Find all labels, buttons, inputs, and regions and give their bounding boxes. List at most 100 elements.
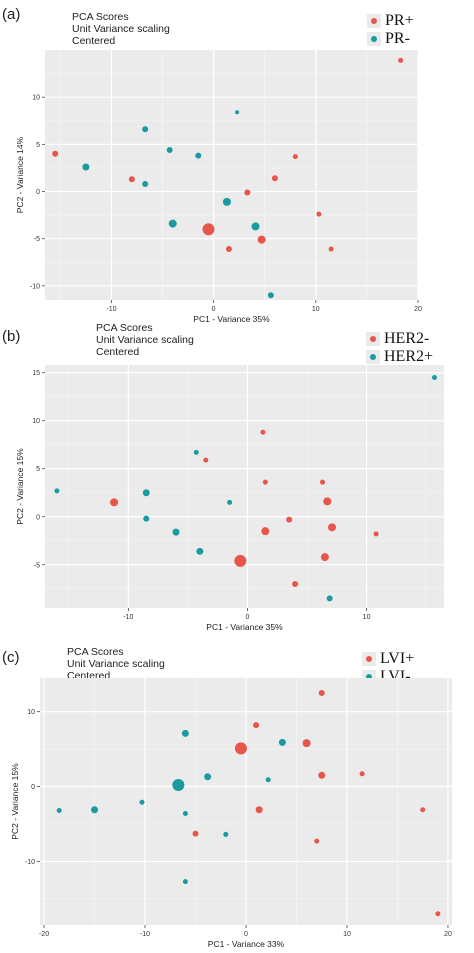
legend: HER2- HER2+ (366, 330, 433, 366)
legend-marker (370, 354, 376, 360)
subtitle-line: Unit Variance scaling (67, 658, 165, 670)
data-point (166, 147, 173, 153)
x-tick-label: 0 (212, 306, 216, 313)
y-tick-label: 5 (36, 466, 40, 473)
plot-background (45, 365, 444, 608)
subtitle-line: PCA Scores (67, 646, 124, 658)
y-tick-label: -5 (34, 236, 40, 243)
data-point (91, 806, 99, 814)
panel-c: (c) PCA Scores Unit Variance scaling Cen… (0, 640, 474, 953)
legend-item: HER2+ (366, 348, 433, 366)
data-point (222, 197, 231, 206)
data-point (56, 807, 62, 813)
data-point (193, 449, 199, 455)
panel-a: (a) PCA Scores Unit Variance scaling Cen… (0, 0, 474, 324)
data-point (435, 911, 441, 917)
y-tick-label: 0 (36, 189, 40, 196)
x-tick-label: 10 (363, 614, 371, 621)
data-point (292, 580, 299, 587)
scatter-chart-a: -10 0 10 20 -10 -5 0 5 10 PC1 - Variance 35% PC2 -… (15, 50, 422, 324)
data-point (139, 799, 145, 805)
panel-label: (c) (2, 649, 20, 666)
data-point (318, 689, 325, 696)
data-point (257, 235, 266, 244)
scatter-chart-b: -10 0 10 -5 0 5 10 15 PC1 - Variance 35% PC2 - Va… (15, 365, 444, 632)
legend: PR+ PR- (367, 12, 414, 48)
legend-item: HER2- (366, 330, 433, 348)
data-point (328, 246, 334, 252)
y-tick-label: 15 (32, 370, 40, 377)
data-point (278, 738, 286, 746)
legend-dot-icon (367, 14, 381, 28)
data-point (255, 806, 263, 814)
data-point (420, 807, 426, 813)
legend-marker (371, 18, 377, 24)
x-tick-label: -10 (140, 931, 150, 938)
data-point (286, 516, 293, 523)
data-point (182, 810, 188, 816)
legend-dot-icon (366, 350, 380, 364)
panel-label: (a) (2, 6, 21, 23)
data-point (195, 152, 202, 159)
subtitle-line: PCA Scores (72, 11, 129, 23)
subtitle-line: Unit Variance scaling (96, 334, 194, 346)
data-point (225, 246, 232, 253)
x-tick-label: -10 (123, 614, 133, 621)
data-point (143, 515, 150, 522)
data-point (251, 222, 260, 231)
y-tick-label: -10 (30, 283, 40, 290)
y-tick-label: 0 (36, 514, 40, 521)
data-point (271, 175, 278, 182)
scatter-chart-c: -20 -10 0 10 20 -10 0 10 PC1 - Variance 33% PC2 -… (10, 678, 452, 949)
legend-marker (370, 336, 376, 342)
x-axis-title: PC1 - Variance 35% (193, 314, 270, 324)
y-tick-label: 0 (31, 784, 35, 791)
data-point (192, 830, 199, 837)
y-tick-label: -5 (34, 562, 40, 569)
data-point (302, 739, 311, 748)
data-point (168, 219, 177, 228)
data-point (234, 742, 247, 755)
x-axis-title: PC1 - Variance 35% (206, 622, 283, 632)
data-point (260, 429, 266, 435)
legend-label: PR+ (385, 12, 414, 29)
y-axis-title: PC2 - Variance 15% (15, 448, 25, 525)
x-tick-label: 20 (414, 306, 422, 313)
data-point (235, 110, 240, 115)
x-tick-label: 10 (343, 931, 351, 938)
legend-label: HER2+ (384, 348, 434, 365)
data-point (196, 547, 204, 555)
y-tick-label: -10 (25, 859, 35, 866)
x-tick-label: -20 (39, 931, 49, 938)
y-tick-label: 10 (32, 95, 40, 102)
y-tick-label: 10 (32, 418, 40, 425)
subtitle-line: Centered (72, 35, 116, 47)
data-point (261, 527, 270, 536)
data-point (262, 479, 268, 485)
data-point (431, 374, 437, 380)
data-point (203, 457, 209, 463)
data-point (318, 771, 326, 779)
subtitle-line: Centered (96, 346, 140, 358)
data-point (142, 180, 149, 187)
data-point (142, 489, 150, 497)
data-point (142, 126, 149, 133)
x-axis-title: PC1 - Variance 33% (208, 939, 285, 949)
panel-b: (b) PCA Scores Unit Variance scaling Cen… (0, 320, 474, 636)
legend-marker (371, 36, 377, 42)
legend-dot-icon (366, 332, 380, 346)
data-point (292, 154, 298, 160)
x-tick-label: 10 (312, 306, 320, 313)
legend-dot-icon (367, 32, 381, 46)
x-tick-label: 0 (246, 614, 250, 621)
panel-label: (b) (2, 328, 21, 345)
data-point (373, 531, 379, 537)
legend-label: HER2- (384, 330, 430, 347)
data-point (110, 498, 119, 507)
data-point (267, 292, 274, 299)
data-point (328, 523, 337, 532)
legend-label: PR- (385, 30, 410, 47)
y-axis-title: PC2 - Variance 15% (10, 763, 20, 840)
legend-marker (366, 656, 372, 662)
data-point (172, 779, 185, 792)
